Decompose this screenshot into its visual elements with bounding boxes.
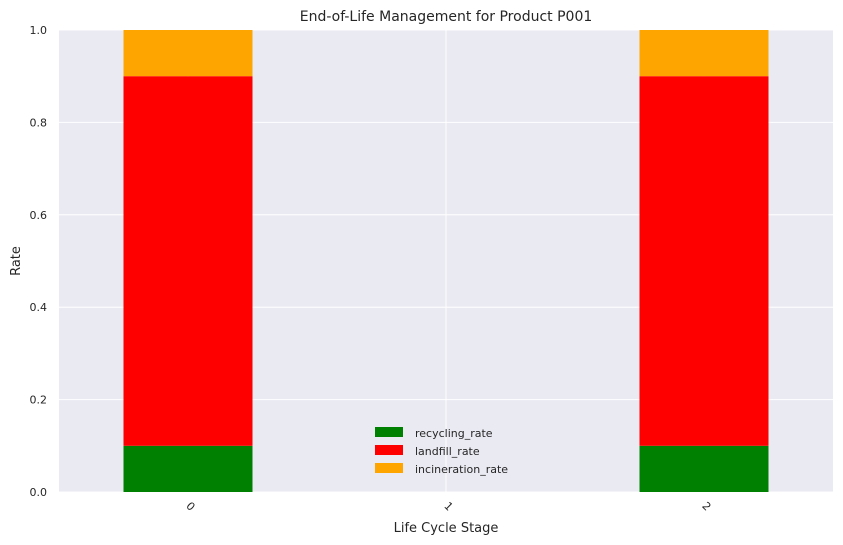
y-axis-ticks: 0.0 0.2 0.4 0.6 0.8 1.0 (30, 24, 48, 499)
y-tick-label: 0.8 (30, 116, 48, 129)
legend-label-incineration-rate: incineration_rate (415, 463, 508, 476)
bars (123, 30, 769, 492)
chart-title: End-of-Life Management for Product P001 (300, 9, 593, 25)
y-tick-label: 1.0 (30, 24, 48, 37)
bar-landfill-rate-0 (123, 76, 253, 446)
bar-recycling-rate-2 (639, 445, 769, 492)
x-axis-label: Life Cycle Stage (394, 521, 499, 536)
y-tick-label: 0.2 (30, 394, 48, 407)
bar-incineration-rate-2 (639, 30, 769, 77)
legend-label-landfill-rate: landfill_rate (415, 445, 480, 458)
legend-swatch-recycling-rate (375, 427, 403, 437)
legend: recycling_rate landfill_rate incineration_… (375, 427, 508, 476)
legend-label-recycling-rate: recycling_rate (415, 427, 493, 440)
x-tick-label: 1 (441, 499, 455, 513)
y-tick-label: 0.0 (30, 486, 48, 499)
bar-landfill-rate-2 (639, 76, 769, 446)
y-axis-label: Rate (9, 246, 24, 276)
bar-incineration-rate-0 (123, 30, 253, 77)
x-axis-ticks: 0 1 2 (183, 499, 713, 513)
y-tick-label: 0.4 (30, 301, 48, 314)
legend-swatch-incineration-rate (375, 463, 403, 473)
x-tick-label: 2 (699, 499, 713, 513)
legend-swatch-landfill-rate (375, 445, 403, 455)
bar-recycling-rate-0 (123, 445, 253, 492)
y-tick-label: 0.6 (30, 209, 48, 222)
x-tick-label: 0 (183, 499, 197, 513)
